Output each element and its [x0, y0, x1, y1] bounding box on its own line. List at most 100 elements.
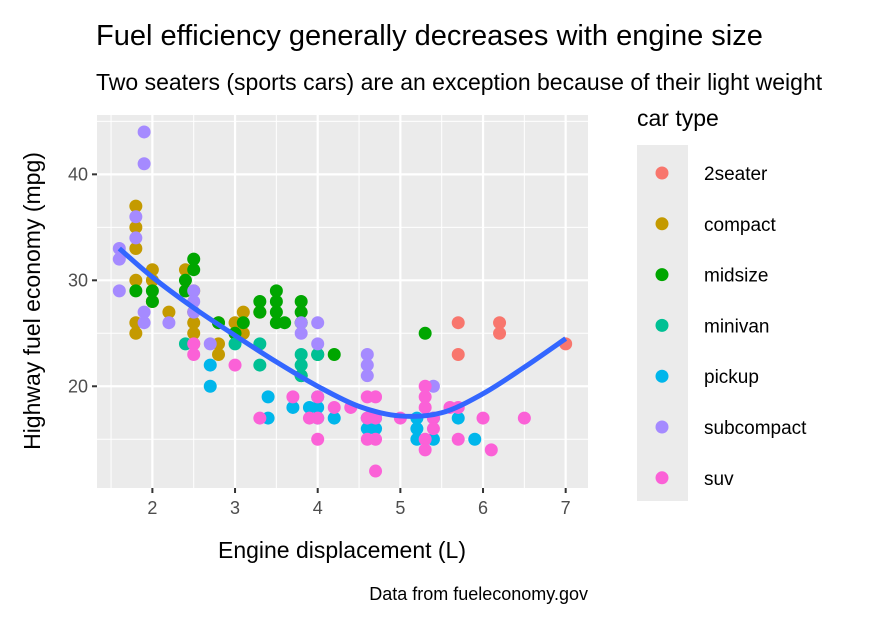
x-tick-label: 4 — [313, 498, 323, 518]
point-compact — [129, 326, 143, 340]
point-suv — [418, 432, 432, 446]
legend-title: car type — [637, 105, 719, 131]
point-compact — [162, 305, 176, 319]
point-subcompact — [129, 231, 143, 245]
legend-label-subcompact: subcompact — [704, 418, 807, 439]
point-compact — [236, 305, 250, 319]
point-pickup — [327, 411, 341, 425]
point-midsize — [294, 305, 308, 319]
point-compact — [129, 199, 143, 213]
point-2seater — [451, 347, 465, 361]
point-subcompact — [294, 316, 308, 330]
point-pickup — [311, 400, 325, 414]
legend-label-midsize: midsize — [704, 266, 768, 287]
y-tick-label: 30 — [68, 270, 88, 290]
point-pickup — [369, 422, 383, 436]
point-midsize — [418, 326, 432, 340]
y-axis-ticks: 20 30 40 — [68, 164, 97, 396]
point-subcompact — [360, 358, 374, 372]
point-subcompact — [162, 316, 176, 330]
point-compact — [129, 242, 143, 256]
y-tick-label: 40 — [68, 164, 88, 184]
point-subcompact — [203, 337, 217, 351]
point-2seater — [451, 316, 465, 330]
chart-title: Fuel efficiency generally decreases with… — [96, 20, 763, 52]
point-2seater — [493, 326, 507, 340]
point-midsize — [253, 295, 267, 308]
point-minivan — [228, 337, 242, 351]
legend: 2seater compact midsize minivan pickup subcom… — [655, 164, 807, 490]
y-axis-label: Highway fuel economy (mpg) — [19, 152, 45, 450]
point-suv — [418, 390, 432, 404]
point-midsize — [269, 305, 283, 319]
point-compact — [187, 316, 201, 330]
point-compact — [129, 220, 143, 234]
point-subcompact — [112, 252, 126, 266]
point-subcompact — [137, 316, 151, 330]
point-minivan — [294, 358, 308, 372]
legend-key-minivan — [655, 318, 669, 332]
point-subcompact — [360, 369, 374, 383]
y-tick-label: 20 — [68, 376, 88, 396]
legend-key-pickup — [655, 369, 669, 383]
point-minivan — [294, 347, 308, 361]
point-subcompact — [137, 125, 151, 139]
x-tick-label: 5 — [395, 498, 405, 518]
point-subcompact — [360, 347, 374, 361]
point-pickup — [261, 390, 275, 404]
point-subcompact — [311, 316, 325, 330]
point-suv — [517, 411, 531, 425]
point-suv — [451, 432, 465, 446]
point-subcompact — [311, 337, 325, 351]
point-pickup — [410, 422, 424, 436]
point-midsize — [278, 316, 292, 330]
point-suv — [369, 432, 383, 446]
point-pickup — [468, 432, 482, 446]
point-midsize — [178, 273, 192, 287]
point-subcompact — [137, 305, 151, 319]
chart-caption: Data from fueleconomy.gov — [369, 584, 588, 604]
point-subcompact — [112, 284, 126, 298]
point-suv — [253, 411, 267, 425]
point-minivan — [311, 347, 325, 361]
point-suv — [369, 390, 383, 404]
legend-label-suv: suv — [704, 469, 734, 490]
point-suv — [484, 443, 498, 457]
x-tick-label: 3 — [230, 498, 240, 518]
point-suv — [418, 400, 432, 414]
legend-label-pickup: pickup — [704, 367, 759, 388]
x-tick-label: 7 — [561, 498, 571, 518]
point-suv — [187, 337, 201, 351]
point-midsize — [187, 263, 201, 277]
point-midsize — [269, 295, 283, 308]
point-midsize — [236, 316, 250, 330]
point-suv — [476, 411, 490, 425]
point-minivan — [253, 358, 267, 372]
point-midsize — [187, 252, 201, 266]
legend-key-midsize — [655, 268, 669, 282]
point-subcompact — [187, 284, 201, 298]
point-compact — [129, 273, 143, 287]
point-pickup — [286, 400, 300, 414]
point-compact — [187, 326, 201, 340]
point-midsize — [145, 295, 159, 308]
x-tick-label: 2 — [147, 498, 157, 518]
point-pickup — [451, 411, 465, 425]
point-midsize — [269, 284, 283, 298]
point-compact — [212, 347, 226, 361]
chart-subtitle: Two seaters (sports cars) are an excepti… — [96, 69, 823, 95]
smooth-line — [117, 246, 568, 419]
point-2seater — [493, 316, 507, 330]
point-subcompact — [129, 210, 143, 224]
point-midsize — [129, 284, 143, 298]
legend-label-compact: compact — [704, 215, 777, 236]
point-suv — [426, 422, 440, 436]
legend-label-minivan: minivan — [704, 316, 769, 337]
point-pickup — [203, 358, 217, 372]
point-suv — [311, 432, 325, 446]
point-suv — [311, 411, 325, 425]
point-suv — [228, 358, 242, 372]
grid-lines — [97, 115, 588, 488]
point-midsize — [327, 347, 341, 361]
